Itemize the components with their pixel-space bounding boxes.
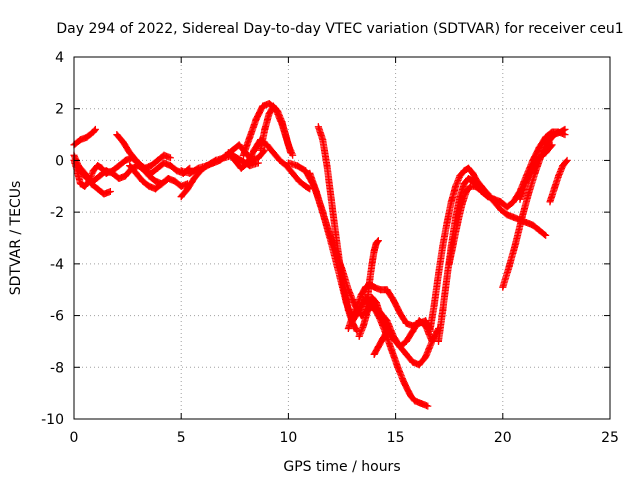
series-markers bbox=[126, 162, 190, 193]
x-tick-label: 0 bbox=[70, 430, 79, 446]
y-tick-label: 2 bbox=[55, 102, 64, 118]
series-markers bbox=[257, 102, 294, 155]
series-arc-21 bbox=[445, 182, 492, 268]
series-markers bbox=[362, 237, 382, 320]
y-tick-label: -4 bbox=[50, 257, 64, 273]
series-arc-17 bbox=[362, 237, 382, 320]
x-tick-label: 20 bbox=[494, 430, 512, 446]
series-arc-8 bbox=[177, 151, 262, 177]
y-tick-label: -6 bbox=[50, 309, 64, 325]
series-arc-16 bbox=[355, 294, 442, 369]
series-markers bbox=[546, 158, 570, 206]
plot-frame bbox=[73, 56, 611, 420]
series-arc-6 bbox=[126, 162, 192, 193]
series-arc-11 bbox=[257, 102, 294, 157]
x-axis-label: GPS time / hours bbox=[283, 459, 400, 475]
series-arc-4 bbox=[74, 162, 114, 198]
series-markers bbox=[445, 182, 491, 268]
series-arc-18 bbox=[370, 327, 391, 358]
series-markers bbox=[370, 328, 390, 358]
y-tick-label: -8 bbox=[50, 360, 64, 376]
chart-title: Day 294 of 2022, Sidereal Day-to-day VTE… bbox=[56, 21, 623, 37]
axis-ticks bbox=[73, 56, 611, 420]
y-axis-label: SDTVAR / TECUs bbox=[8, 181, 24, 296]
y-tick-label: -10 bbox=[41, 412, 64, 428]
y-tick-label: 4 bbox=[55, 50, 64, 66]
series-arc-23 bbox=[516, 141, 556, 203]
x-tick-label: 10 bbox=[279, 430, 297, 446]
x-tick-label: 5 bbox=[177, 430, 186, 446]
data-layer bbox=[70, 100, 571, 410]
x-tick-label: 25 bbox=[601, 430, 619, 446]
series-markers bbox=[516, 142, 555, 203]
x-tick-label: 15 bbox=[387, 430, 405, 446]
y-tick-label: 0 bbox=[55, 153, 64, 169]
series-markers bbox=[74, 162, 113, 198]
axis-tick-labels: 0 5 10 15 20 25 -10 -8 -6 -4 -2 0 2 4 bbox=[41, 50, 619, 446]
series-arc-24 bbox=[546, 156, 571, 206]
y-tick-label: -2 bbox=[50, 205, 64, 221]
